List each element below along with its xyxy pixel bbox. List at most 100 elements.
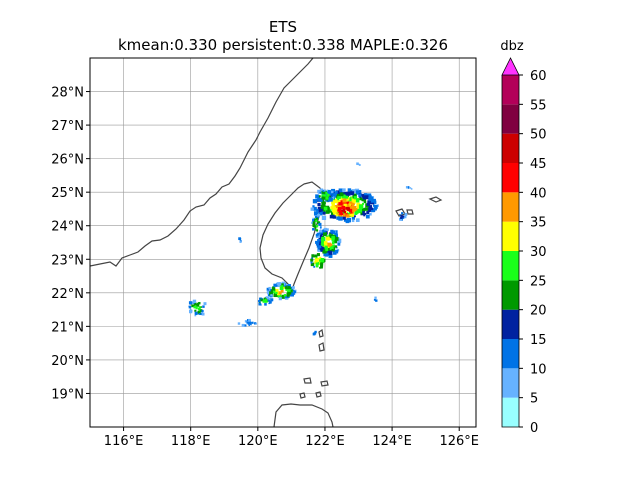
radar-echoes [188,162,413,336]
radar-echo [312,218,315,222]
radar-echo [270,294,273,297]
radar-echo [339,211,343,214]
radar-echo [334,249,339,254]
radar-echo [336,216,340,220]
radar-echo [317,241,320,244]
chart-title: ETS [269,18,297,36]
radar-echo [370,199,375,203]
radar-echo [331,249,334,252]
radar-echo [373,204,378,209]
x-tick-label: 126°E [439,434,479,449]
y-tick-label: 24°N [51,220,84,235]
radar-echo [291,286,295,289]
radar-echo [332,230,336,234]
radar-echo [315,242,320,246]
colorbar-tick-label: 20 [530,304,547,319]
radar-echo [321,190,325,194]
radar-echo [329,245,334,250]
radar-echo [319,266,321,269]
radar-echo [344,194,349,199]
radar-echo [246,321,249,324]
radar-echo [278,282,282,285]
radar-echo [258,299,261,303]
radar-echo [254,322,257,325]
radar-echo [359,197,363,201]
radar-echo [338,196,341,199]
radar-echo [317,239,321,243]
radar-echo [287,291,291,295]
radar-echo [373,207,377,211]
radar-echo [251,321,254,324]
radar-echo [341,205,346,210]
radar-echo [366,210,370,215]
radar-echo [325,252,329,257]
radar-echo [370,208,375,213]
radar-echo [404,212,408,216]
radar-echo [328,208,332,212]
radar-echo [360,211,365,216]
radar-echo [326,206,330,210]
radar-echo [283,294,287,297]
radar-echo [320,262,324,266]
radar-echo [318,245,322,249]
radar-echo [313,266,316,268]
radar-echo [288,288,292,292]
radar-echo [278,291,282,295]
radar-echo [346,191,351,196]
radar-echo [291,292,294,295]
radar-echo [314,215,318,219]
radar-echo [188,301,193,305]
radar-echo [343,219,347,222]
radar-echo [340,212,344,216]
radar-echo [355,218,360,223]
radar-echo [317,214,320,216]
radar-echo [337,242,341,246]
radar-echo [248,324,250,327]
colorbar-tick-label: 0 [530,421,538,436]
island [428,196,443,203]
chart-subtitle: kmean:0.330 persistent:0.338 MAPLE:0.326 [118,36,448,54]
radar-echo [325,236,330,241]
radar-echo [310,262,315,267]
radar-echo [339,200,345,205]
radar-echo [319,191,322,194]
colorbar-segment [502,339,519,369]
radar-echo [285,287,289,291]
radar-echo [329,234,333,238]
radar-echo [293,290,296,294]
radar-echo [272,291,275,294]
radar-echo [315,258,319,262]
radar-echo [317,221,321,225]
radar-echo [326,191,332,196]
radar-echo [326,191,329,193]
radar-echo [266,287,270,291]
radar-echo [237,322,241,325]
radar-echo [197,302,199,305]
radar-echo [373,204,376,207]
luzon-coast [273,403,334,427]
radar-echo [277,294,280,297]
radar-echo [318,208,323,214]
radar-echo [310,258,314,262]
radar-echo [322,201,326,205]
radar-echo [399,213,401,216]
radar-echo [315,264,319,268]
radar-echo [366,202,371,207]
radar-echo [327,189,331,193]
radar-echo [346,217,352,223]
x-axis-ticks: 116°E 118°E 120°E 122°E 124°E 126°E [104,427,479,449]
radar-echo [331,200,335,204]
radar-echo [284,295,288,299]
radar-echo [358,164,361,166]
radar-echo [364,207,369,211]
radar-echo [315,219,318,222]
radar-echo [280,285,284,288]
radar-echo [364,195,369,200]
radar-echo [321,196,325,200]
radar-echo [347,188,352,192]
radar-echo [372,200,377,204]
radar-echo [267,292,270,295]
y-tick-label: 19°N [51,387,84,402]
island [315,391,322,398]
